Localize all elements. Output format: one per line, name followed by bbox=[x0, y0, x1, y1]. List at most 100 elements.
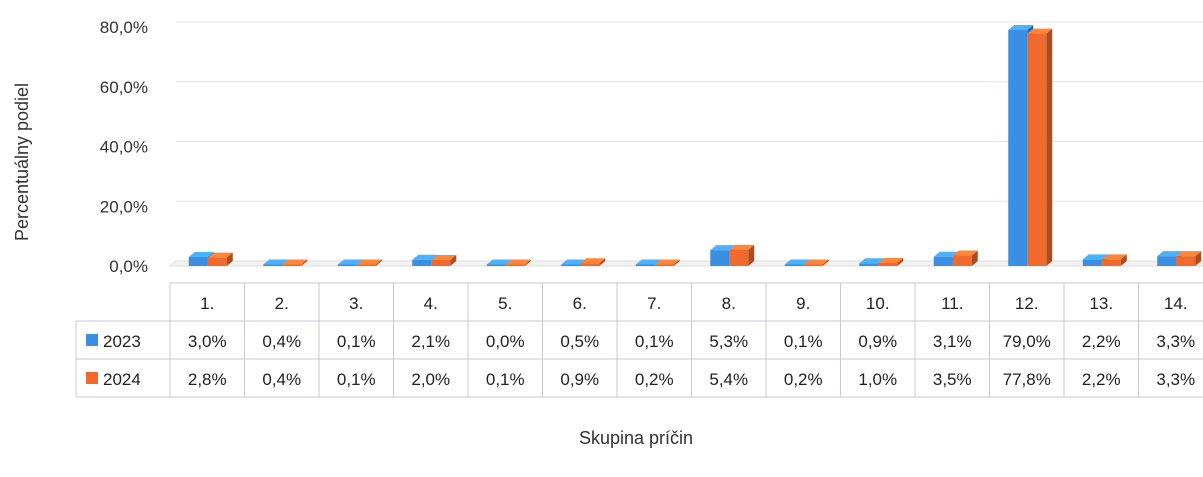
data-label: 3,3% bbox=[1156, 332, 1195, 351]
y-tick-label: 0,0% bbox=[109, 257, 148, 276]
bar-side bbox=[599, 258, 606, 266]
bar-top bbox=[729, 244, 755, 250]
bar-top bbox=[1082, 254, 1108, 260]
legend-swatch-2023 bbox=[86, 334, 98, 346]
bar-top bbox=[486, 259, 512, 265]
bar-front bbox=[561, 264, 581, 266]
bar-top bbox=[654, 259, 680, 265]
data-label: 0,1% bbox=[337, 332, 376, 351]
category-label: 5. bbox=[498, 294, 512, 313]
data-label: 0,9% bbox=[560, 370, 599, 389]
x-axis-title: Skupina príčin bbox=[579, 428, 693, 448]
bar-side bbox=[226, 252, 233, 266]
bar-side bbox=[748, 244, 755, 266]
bar-2024-9 bbox=[803, 259, 829, 266]
bar-front bbox=[282, 264, 302, 266]
bar-front bbox=[1082, 259, 1102, 266]
bar-front bbox=[486, 264, 506, 266]
data-label: 0,2% bbox=[635, 370, 674, 389]
data-label: 0,0% bbox=[486, 332, 525, 351]
bar-2024-3 bbox=[356, 259, 382, 266]
bar-top bbox=[505, 259, 531, 265]
bar-front bbox=[263, 264, 283, 266]
bars bbox=[188, 24, 1202, 267]
bar-side bbox=[673, 259, 680, 266]
bar-front bbox=[933, 256, 953, 266]
data-label: 0,1% bbox=[635, 332, 674, 351]
bar-2024-12 bbox=[1027, 28, 1053, 267]
y-tick-label: 60,0% bbox=[100, 78, 148, 97]
bar-top bbox=[188, 252, 214, 258]
bar-top bbox=[1157, 251, 1183, 257]
bar-front bbox=[1008, 29, 1028, 266]
bar-side bbox=[301, 259, 308, 266]
y-axis: 0,0% 20,0% 40,0% 60,0% 80,0% bbox=[100, 18, 148, 276]
data-label: 79,0% bbox=[1003, 332, 1051, 351]
data-label: 3,1% bbox=[933, 332, 972, 351]
data-label: 0,5% bbox=[560, 332, 599, 351]
bar-front bbox=[431, 260, 451, 266]
bar-front bbox=[878, 263, 898, 266]
category-label: 11. bbox=[941, 294, 963, 313]
category-label: 2. bbox=[275, 294, 289, 313]
bar-side bbox=[897, 258, 904, 266]
bar-top bbox=[1176, 251, 1202, 257]
bar-2024-10 bbox=[878, 258, 904, 266]
y-tick-label: 80,0% bbox=[100, 18, 148, 37]
y-axis-title: Percentuálny podiel bbox=[12, 83, 32, 241]
bar-top bbox=[263, 259, 289, 265]
bar-top bbox=[784, 259, 810, 265]
bar-side bbox=[375, 259, 382, 266]
data-label: 0,4% bbox=[262, 332, 301, 351]
y-tick-label: 20,0% bbox=[100, 197, 148, 216]
data-label: 77,8% bbox=[1003, 370, 1051, 389]
bar-top bbox=[1008, 24, 1034, 30]
bar-front bbox=[412, 259, 432, 266]
bar-front bbox=[654, 264, 674, 266]
bar-front bbox=[207, 257, 227, 266]
bar-top bbox=[580, 258, 606, 264]
data-label: 2,0% bbox=[411, 370, 450, 389]
bar-front bbox=[356, 264, 376, 266]
data-label: 0,1% bbox=[486, 370, 525, 389]
data-label: 2,2% bbox=[1082, 370, 1121, 389]
data-label: 3,0% bbox=[188, 332, 227, 351]
bar-front bbox=[1101, 259, 1121, 266]
data-label: 1,0% bbox=[858, 370, 897, 389]
bar-2024-11 bbox=[952, 250, 978, 266]
bar-top bbox=[859, 258, 885, 264]
bar-front bbox=[505, 264, 525, 266]
data-table: 1. 2. 3. 4. 5. 6. 7. 8. 9. 10. 11. 12. 13. 14. 2023 3,0… bbox=[75, 282, 1203, 398]
data-label: 5,4% bbox=[709, 370, 748, 389]
bar-front bbox=[635, 264, 655, 266]
data-label: 0,1% bbox=[337, 370, 376, 389]
bar-side bbox=[822, 259, 829, 266]
bar-top bbox=[1027, 28, 1053, 34]
bar-top bbox=[933, 251, 959, 257]
bar-front bbox=[580, 263, 600, 266]
data-label: 2,2% bbox=[1082, 332, 1121, 351]
category-label: 3. bbox=[349, 294, 363, 313]
bar-front bbox=[784, 264, 804, 266]
bar-front bbox=[1176, 256, 1196, 266]
bar-2024-4 bbox=[431, 255, 457, 266]
bar-2024-1 bbox=[207, 252, 233, 266]
legend-swatch-2024 bbox=[86, 372, 98, 384]
bar-front bbox=[337, 264, 357, 266]
bar-2024-5 bbox=[505, 259, 531, 266]
bar-top bbox=[412, 254, 438, 260]
category-label: 7. bbox=[647, 294, 661, 313]
category-label: 4. bbox=[424, 294, 438, 313]
data-label: 0,9% bbox=[858, 332, 897, 351]
data-label: 0,2% bbox=[784, 370, 823, 389]
bar-side bbox=[1195, 251, 1202, 266]
bar-front bbox=[188, 257, 208, 266]
y-tick-label: 40,0% bbox=[100, 138, 148, 157]
category-label: 1. bbox=[200, 294, 214, 313]
bar-top bbox=[337, 259, 363, 265]
category-label: 12. bbox=[1015, 294, 1039, 313]
data-label: 5,3% bbox=[709, 332, 748, 351]
category-label: 8. bbox=[722, 294, 736, 313]
data-label: 2,8% bbox=[188, 370, 227, 389]
data-label: 3,5% bbox=[933, 370, 972, 389]
